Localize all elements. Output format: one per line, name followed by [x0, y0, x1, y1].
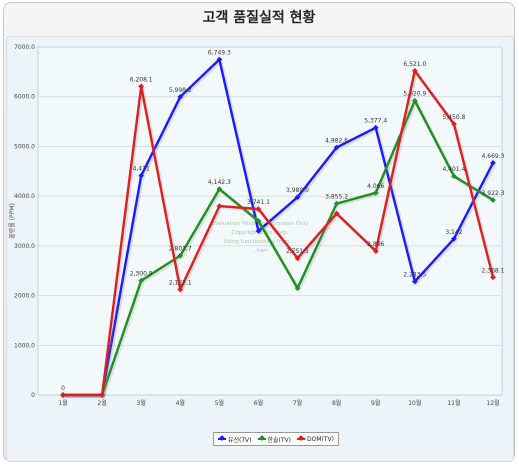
data-point	[255, 228, 262, 234]
data-point	[372, 248, 379, 254]
legend-item: 한솔(TV)	[257, 435, 292, 444]
x-tick-label: 8월	[332, 399, 341, 407]
legend-marker	[257, 438, 266, 440]
x-tick-label: 4월	[176, 399, 185, 407]
data-point	[177, 252, 184, 259]
x-tick-label: 12월	[486, 399, 499, 407]
data-point	[255, 218, 262, 224]
data-label: 2,751.1	[286, 248, 309, 255]
data-label: 4,411	[133, 166, 150, 173]
data-point	[216, 203, 223, 209]
series-shadow	[64, 57, 496, 399]
data-point	[99, 392, 105, 398]
y-tick-label: 3000.0	[14, 243, 35, 250]
data-point	[490, 197, 496, 203]
legend-label: DOM(TV)	[307, 435, 334, 443]
watermark-text: ...hart	[252, 248, 269, 254]
data-label: 5,377.4	[364, 118, 387, 125]
y-tick-label: 6000.0	[14, 94, 35, 101]
watermark-text: Using functionality from ...	[224, 239, 297, 245]
x-tick-label: 7월	[293, 399, 302, 407]
y-tick-label: 0	[31, 392, 35, 399]
x-tick-label: 2월	[97, 399, 106, 407]
data-point	[372, 189, 379, 196]
y-tick-label: 7000.0	[14, 44, 35, 51]
data-point	[411, 67, 418, 74]
legend-marker	[218, 438, 226, 440]
data-point	[177, 93, 184, 100]
data-label: 5,920.9	[403, 91, 426, 98]
data-label: 6,208.1	[130, 76, 153, 83]
data-label: 4,982.6	[325, 137, 348, 144]
data-label: 4,401.4	[442, 166, 465, 173]
data-point	[451, 235, 457, 242]
y-tick-label: 4000.0	[14, 193, 35, 200]
data-label: 6,749.3	[208, 49, 231, 56]
x-tick-label: 10월	[408, 399, 421, 407]
data-point	[490, 160, 496, 166]
y-tick-label: 2000.0	[14, 293, 35, 300]
y-tick-label: 5000.0	[14, 143, 35, 150]
x-tick-label: 11월	[447, 399, 460, 407]
data-point	[451, 173, 457, 180]
data-label: 4,066	[367, 183, 384, 190]
data-label: 3,142	[445, 229, 462, 236]
legend-label: 한솔(TV)	[267, 436, 292, 444]
data-label: 6,521.0	[403, 61, 426, 68]
data-label: 5,998.2	[169, 87, 192, 94]
data-label: 3,741.1	[247, 199, 270, 206]
data-point	[138, 172, 145, 179]
x-tick-label: 1월	[58, 399, 67, 407]
data-label: 0	[61, 385, 65, 392]
data-point	[138, 277, 145, 284]
data-point	[372, 124, 379, 131]
data-point	[138, 83, 145, 90]
x-tick-label: 9월	[371, 399, 380, 407]
series-line-2	[63, 69, 495, 397]
data-point	[333, 200, 340, 207]
data-label: 4,669.3	[482, 153, 505, 160]
data-label: 4,142.3	[208, 179, 231, 186]
data-point	[294, 285, 301, 291]
legend-label: 유선(TV)	[228, 436, 252, 444]
data-point	[333, 210, 340, 217]
data-label: 3,980.0	[286, 187, 309, 194]
data-label: 3,922.3	[482, 190, 505, 197]
legend-item: 유선(TV)	[218, 435, 252, 444]
data-label: 3,855.2	[325, 194, 348, 201]
data-label: 2,300.9	[130, 271, 153, 278]
chart-legend: 유선(TV) 한솔(TV) DOM(TV)	[213, 432, 339, 446]
data-label: 2,122.1	[169, 280, 192, 287]
data-point	[177, 286, 184, 293]
legend-marker	[297, 438, 305, 440]
x-tick-label: 3월	[137, 399, 146, 407]
data-point	[255, 206, 262, 212]
data-label: 2,896	[367, 241, 384, 248]
x-tick-label: 6월	[254, 399, 263, 407]
data-point	[411, 97, 418, 104]
data-label: 2,368.1	[482, 267, 505, 274]
data-point	[216, 186, 223, 192]
x-tick-label: 5월	[215, 399, 224, 407]
data-label: 2,283.5	[403, 272, 426, 279]
data-point	[333, 144, 340, 151]
y-tick-label: 1000.0	[14, 342, 35, 349]
data-label: 2,803.7	[169, 246, 192, 253]
data-point	[451, 121, 457, 127]
data-point	[490, 274, 496, 281]
chart-title: 고객 품질실적 현황	[202, 10, 316, 26]
data-point	[294, 255, 301, 262]
legend-item: DOM(TV)	[297, 436, 334, 443]
y-axis-label: 불량률 (PPM)	[9, 203, 16, 239]
watermark-text: Copyright Elfin Corp.	[231, 230, 288, 236]
data-point	[411, 278, 418, 285]
data-point	[294, 194, 301, 200]
series-line-0	[63, 58, 495, 397]
data-label: 5,450.8	[442, 114, 465, 121]
series-line-1	[63, 99, 494, 397]
